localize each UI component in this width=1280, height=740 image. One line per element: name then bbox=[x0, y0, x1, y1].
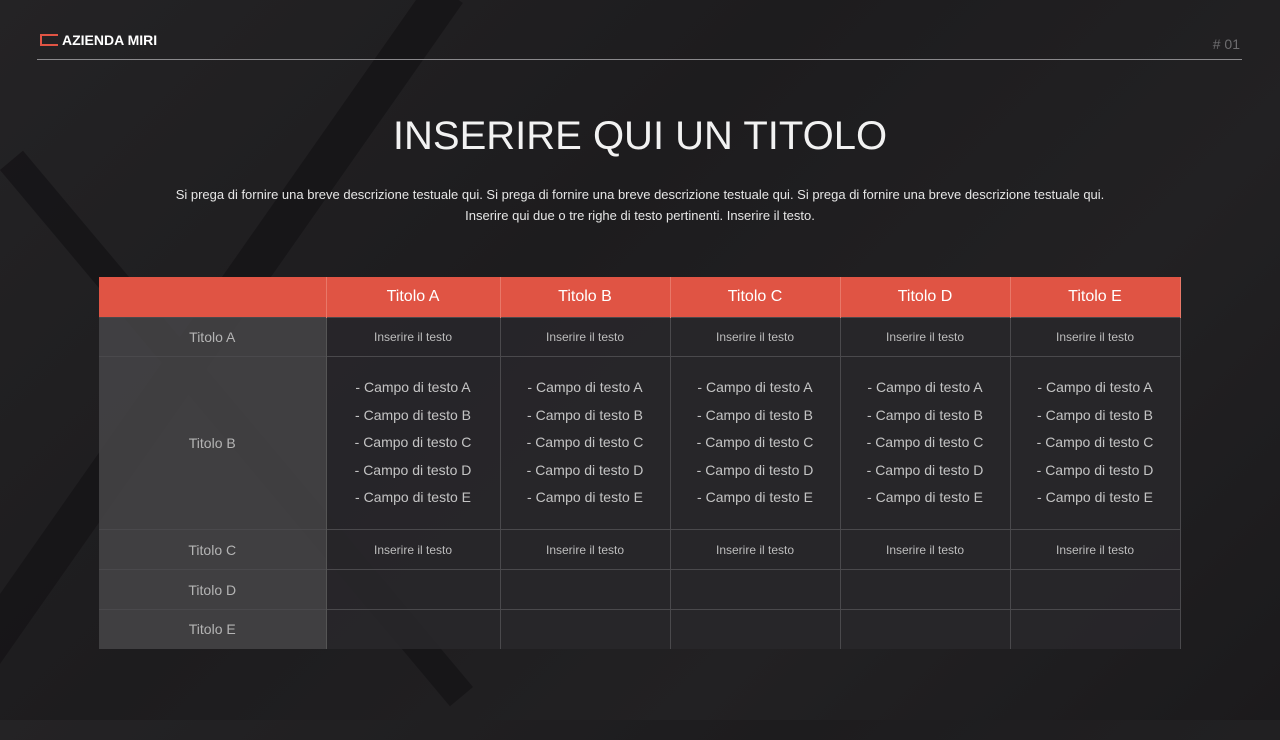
table-row: Titolo E bbox=[99, 609, 1181, 649]
table-cell: Inserire il testo bbox=[326, 529, 501, 570]
table-cell bbox=[1010, 569, 1181, 610]
table-cell bbox=[840, 609, 1011, 649]
table-cell: Inserire il testo bbox=[840, 529, 1011, 570]
table-cell: Inserire il testo bbox=[500, 529, 671, 570]
table-cell bbox=[500, 569, 671, 610]
list-item: - Campo di testo A bbox=[355, 379, 471, 396]
list-item: - Campo di testo A bbox=[697, 379, 813, 396]
brand: AZIENDA MIRI bbox=[40, 32, 157, 48]
list-item: - Campo di testo B bbox=[355, 406, 471, 423]
table-cell: - Campo di testo A - Campo di testo B - Ca… bbox=[670, 356, 841, 530]
list-item: - Campo di testo A bbox=[1037, 379, 1153, 396]
header-divider bbox=[37, 59, 1242, 60]
list-item: - Campo di testo D bbox=[866, 461, 984, 478]
table-cell: Inserire il testo bbox=[1010, 317, 1181, 357]
comparison-table: Titolo A Titolo B Titolo C Titolo D Titolo E… bbox=[99, 277, 1181, 649]
description-line: Inserire qui due o tre righe di testo pe… bbox=[465, 208, 815, 223]
list-item: - Campo di testo D bbox=[1036, 461, 1154, 478]
list-item: - Campo di testo B bbox=[527, 406, 643, 423]
table-cell: Inserire il testo bbox=[1010, 529, 1181, 570]
table-cell: - Campo di testo A - Campo di testo B - Ca… bbox=[500, 356, 671, 530]
list-item: - Campo di testo B bbox=[867, 406, 983, 423]
list-item: - Campo di testo C bbox=[526, 434, 644, 451]
list-item: - Campo di testo B bbox=[697, 406, 813, 423]
brand-name: AZIENDA MIRI bbox=[62, 32, 158, 48]
description-line: Si prega di fornire una breve descrizion… bbox=[175, 187, 1105, 202]
list-item: - Campo di testo E bbox=[867, 489, 983, 506]
list-item: - Campo di testo D bbox=[354, 461, 472, 478]
column-header: Titolo E bbox=[1010, 277, 1181, 318]
table-row: Titolo C Inserire il testo Inserire il tes… bbox=[99, 529, 1181, 570]
page-number: # 01 bbox=[1212, 36, 1240, 52]
description: Si prega di fornire una breve descrizion… bbox=[100, 184, 1180, 226]
table-cell: Inserire il testo bbox=[500, 317, 671, 357]
table-row: Titolo A Inserire il testo Inserire il tes… bbox=[99, 317, 1181, 357]
column-header bbox=[99, 277, 327, 318]
list-item: - Campo di testo E bbox=[1037, 489, 1153, 506]
logo-icon bbox=[40, 34, 58, 46]
table-cell bbox=[1010, 609, 1181, 649]
table-cell bbox=[670, 569, 841, 610]
column-header: Titolo C bbox=[670, 277, 841, 318]
list-item: - Campo di testo B bbox=[1037, 406, 1153, 423]
list-item: - Campo di testo D bbox=[526, 461, 644, 478]
table-header-row: Titolo A Titolo B Titolo C Titolo D Titolo E bbox=[99, 277, 1181, 318]
list-item: - Campo di testo E bbox=[355, 489, 471, 506]
table-cell: - Campo di testo A - Campo di testo B - Ca… bbox=[326, 356, 501, 530]
list-item: - Campo di testo A bbox=[527, 379, 643, 396]
table-cell bbox=[670, 609, 841, 649]
list-item: - Campo di testo C bbox=[866, 434, 984, 451]
list-item: - Campo di testo A bbox=[867, 379, 983, 396]
table-cell: Inserire il testo bbox=[326, 317, 501, 357]
table-row: Titolo B- Campo di testo A- Campo di tes… bbox=[99, 356, 1181, 530]
row-header: Titolo E bbox=[99, 609, 327, 649]
column-header: Titolo B bbox=[500, 277, 671, 318]
table-cell: - Campo di testo A - Campo di testo B - Ca… bbox=[840, 356, 1011, 530]
row-header: Titolo A bbox=[99, 317, 327, 357]
column-header: Titolo D bbox=[840, 277, 1011, 318]
list-item: - Campo di testo D bbox=[696, 461, 814, 478]
list-item: - Campo di testo C bbox=[696, 434, 814, 451]
list-item: - Campo di testo E bbox=[527, 489, 643, 506]
table-cell: Inserire il testo bbox=[840, 317, 1011, 357]
table-cell: Inserire il testo bbox=[670, 529, 841, 570]
column-header: Titolo A bbox=[326, 277, 501, 318]
row-header: Titolo C bbox=[99, 529, 327, 570]
table-cell bbox=[840, 569, 1011, 610]
list-item: - Campo di testo E bbox=[697, 489, 813, 506]
table-cell bbox=[326, 569, 501, 610]
row-header: Titolo B bbox=[99, 356, 327, 530]
list-item: - Campo di testo C bbox=[1036, 434, 1154, 451]
table-cell: - Campo di testo A - Campo di testo B - Ca… bbox=[1010, 356, 1181, 530]
table-cell: Inserire il testo bbox=[670, 317, 841, 357]
table-cell bbox=[326, 609, 501, 649]
table-cell bbox=[500, 609, 671, 649]
row-header: Titolo D bbox=[99, 569, 327, 610]
table-row: Titolo D bbox=[99, 569, 1181, 610]
page-title: INSERIRE QUI UN TITOLO bbox=[392, 114, 888, 158]
list-item: - Campo di testo C bbox=[354, 434, 472, 451]
